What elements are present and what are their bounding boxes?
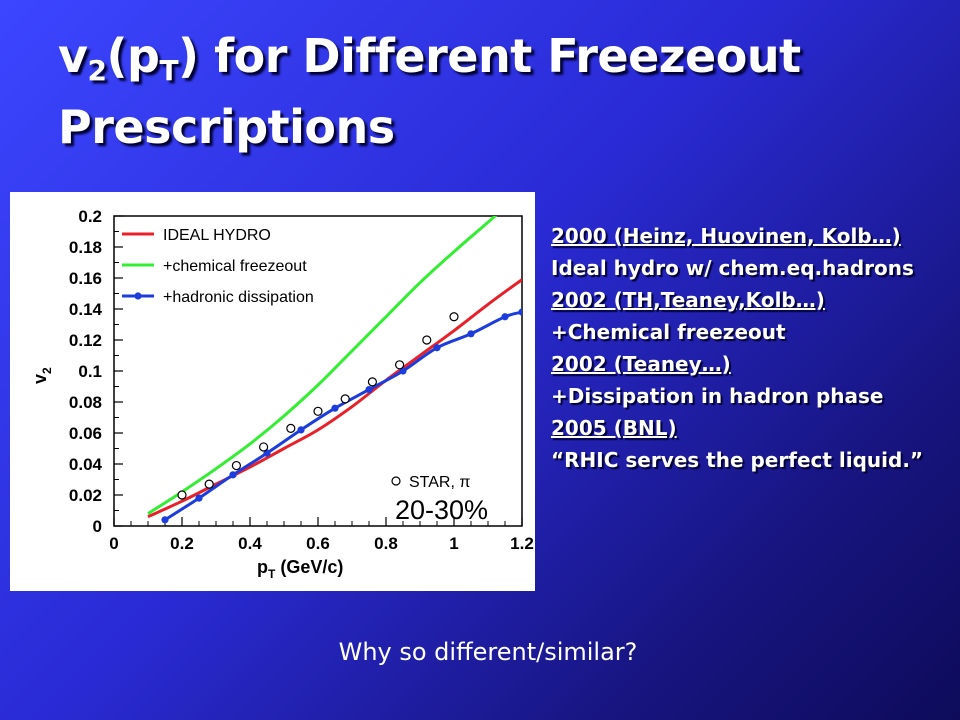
series-point-hadronic-dissipation — [263, 449, 271, 457]
note-heading: 2002 (TH,Teaney,Kolb…) — [551, 288, 825, 312]
x-tick-label: 0.6 — [306, 534, 330, 553]
data-point-star — [340, 394, 350, 404]
series-point-hadronic-dissipation — [433, 344, 441, 352]
x-tick-label: 0.2 — [170, 534, 194, 553]
legend-label: +hadronic dissipation — [163, 289, 314, 306]
legend-marker — [134, 292, 142, 300]
series-point-hadronic-dissipation — [399, 367, 407, 375]
series-point-hadronic-dissipation — [467, 330, 475, 338]
question-text: Why so different/similar? — [338, 638, 638, 666]
y-tick-label: 0.18 — [69, 238, 102, 257]
series-point-hadronic-dissipation — [501, 313, 509, 321]
note-text: +Chemical freezeout — [551, 320, 786, 344]
x-tick-label: 0.8 — [374, 534, 398, 553]
note-text: +Dissipation in hadron phase — [551, 384, 884, 408]
note-text: “RHIC serves the perfect liquid.” — [551, 448, 924, 472]
chart-panel: 0 0.2 0.4 0.6 0.8 1 1.2 0 0.02 0.04 0.06 0.08 0.1 0.1… — [10, 192, 535, 591]
series-point-hadronic-dissipation — [331, 404, 339, 412]
title-line-2: Prescriptions — [58, 100, 395, 154]
note-heading: 2005 (BNL) — [551, 416, 677, 440]
data-point-star — [204, 479, 214, 489]
y-tick-label: 0.06 — [69, 424, 102, 443]
data-point-star — [231, 460, 241, 471]
data-point-star — [367, 377, 377, 387]
x-tick-label: 1.2 — [510, 534, 534, 553]
slide-title: v2(pT) for Different Freezeout Prescript… — [58, 28, 938, 155]
y-tick-label: 0.2 — [78, 207, 102, 226]
y-tick-label: 0.16 — [69, 269, 102, 288]
y-tick-label: 0.14 — [69, 300, 103, 319]
y-tick-label: 0.08 — [69, 393, 102, 412]
data-point-star — [422, 335, 432, 345]
y-tick-label: 0.1 — [78, 362, 102, 381]
x-tick-label: 0 — [109, 534, 118, 553]
data-point-star — [177, 490, 187, 500]
x-tick-label: 0.4 — [238, 534, 262, 553]
data-point-star — [313, 406, 323, 416]
y-tick-label: 0.02 — [69, 486, 102, 505]
x-axis-label: pT (GeV/c) — [257, 557, 343, 581]
data-point-star — [286, 423, 296, 433]
note-heading: 2002 (Teaney…) — [551, 352, 731, 376]
note-heading: 2000 (Heinz, Huovinen, Kolb…) — [551, 224, 901, 248]
legend-label: STAR, π — [409, 474, 470, 491]
series-line-chemical-freezeout — [147, 216, 498, 515]
x-tick-label: 1 — [449, 534, 458, 553]
series-point-hadronic-dissipation — [297, 426, 305, 434]
note-text: Ideal hydro w/ chem.eq.hadrons — [551, 256, 914, 280]
y-tick-label: 0 — [93, 517, 102, 536]
v2-chart: 0 0.2 0.4 0.6 0.8 1 1.2 0 0.02 0.04 0.06 0.08 0.1 0.1… — [10, 192, 535, 591]
series-point-hadronic-dissipation — [518, 308, 522, 316]
legend-marker-star — [391, 476, 401, 486]
legend-label: IDEAL HYDRO — [163, 227, 271, 244]
data-point-star — [395, 360, 405, 370]
series-point-hadronic-dissipation — [161, 516, 169, 524]
centrality-annotation: 20-30% — [395, 495, 488, 525]
series-point-hadronic-dissipation — [195, 494, 203, 502]
legend-label: +chemical freezeout — [163, 258, 307, 275]
data-point-star — [449, 312, 459, 322]
title-line-1: v2(pT) for Different Freezeout — [58, 29, 801, 87]
series-point-hadronic-dissipation — [229, 471, 237, 479]
y-tick-label: 0.12 — [69, 331, 102, 350]
y-axis-label: v2 — [30, 367, 54, 384]
y-tick-label: 0.04 — [69, 455, 103, 474]
notes-list: 2000 (Heinz, Huovinen, Kolb…) Ideal hydro… — [551, 220, 951, 476]
data-point-star — [259, 442, 269, 452]
series-point-hadronic-dissipation — [365, 386, 373, 394]
data-layer — [147, 216, 522, 524]
